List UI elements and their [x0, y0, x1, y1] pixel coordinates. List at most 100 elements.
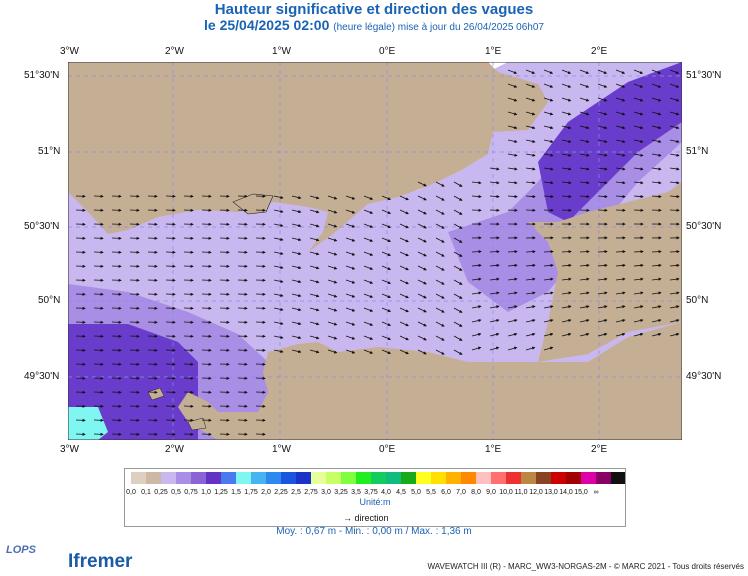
- top-tick-1e: 1°E: [485, 46, 502, 57]
- direction-arrow: [669, 277, 680, 281]
- direction-arrow: [543, 111, 554, 116]
- direction-arrow: [651, 139, 662, 143]
- direction-arrow: [615, 111, 626, 116]
- direction-arrow: [543, 250, 554, 254]
- direction-arrow: [543, 263, 554, 268]
- direction-arrow: [633, 305, 644, 309]
- direction-arrow: [327, 321, 338, 326]
- direction-arrow: [669, 194, 680, 199]
- direction-arrow: [597, 125, 608, 130]
- direction-arrow: [525, 181, 536, 185]
- direction-arrow: [615, 194, 626, 199]
- legend-label: 7,0: [456, 489, 466, 496]
- direction-arrow: [597, 277, 608, 281]
- direction-arrow: [417, 265, 427, 271]
- direction-arrow: [561, 111, 572, 116]
- bottom-tick-3w: 3°W: [60, 444, 79, 455]
- direction-arrow: [633, 111, 644, 116]
- direction-arrow: [525, 153, 536, 157]
- direction-arrow: [381, 195, 392, 200]
- direction-arrow: [363, 265, 374, 270]
- legend-direction: → direction: [343, 513, 389, 523]
- direction-arrow: [633, 139, 644, 143]
- direction-arrow: [507, 305, 518, 309]
- direction-arrow: [273, 335, 284, 339]
- direction-arrow: [399, 209, 409, 215]
- direction-arrow: [507, 291, 518, 295]
- legend-swatch: [446, 472, 461, 484]
- direction-arrow: [309, 321, 320, 326]
- direction-arrow: [669, 125, 680, 130]
- bottom-tick-0e: 0°E: [379, 444, 396, 455]
- direction-arrow: [381, 349, 392, 354]
- direction-arrow: [309, 195, 320, 200]
- direction-arrow: [489, 318, 500, 323]
- direction-arrow: [345, 223, 356, 228]
- direction-arrow: [399, 279, 409, 285]
- stats-line: Moy. : 0,67 m - Min. : 0,00 m / Max. : 1…: [276, 526, 472, 537]
- direction-arrow: [597, 153, 608, 157]
- top-tick-3w: 3°W: [60, 46, 79, 57]
- direction-arrow: [309, 265, 320, 270]
- legend-label: 3,25: [334, 489, 348, 496]
- direction-arrow: [507, 181, 518, 185]
- direction-arrow: [525, 97, 536, 102]
- legend-label: 2,0: [261, 489, 271, 496]
- legend-label: ∞: [593, 489, 599, 496]
- direction-arrow: [633, 125, 644, 130]
- direction-arrow: [399, 223, 409, 229]
- direction-arrow: [651, 263, 662, 268]
- direction-arrow: [291, 195, 302, 200]
- sea-cyan-patch: [68, 407, 108, 440]
- direction-arrow: [579, 263, 590, 268]
- legend-label: 2,75: [304, 489, 318, 496]
- direction-arrow: [399, 335, 409, 341]
- direction-arrow: [525, 111, 536, 116]
- direction-arrow: [579, 111, 590, 116]
- direction-arrow: [399, 237, 409, 243]
- direction-arrow: [507, 153, 518, 157]
- direction-arrow: [561, 181, 572, 185]
- direction-arrow: [453, 265, 463, 271]
- subtitle-date: le 25/04/2025 02:00: [204, 17, 330, 33]
- direction-arrow: [615, 277, 626, 281]
- direction-arrow: [507, 69, 518, 74]
- legend-swatch: [386, 472, 401, 484]
- direction-arrow: [633, 318, 644, 323]
- legend-label: 3,75: [364, 489, 378, 496]
- direction-arrow: [471, 346, 482, 351]
- direction-arrow: [489, 346, 500, 351]
- direction-arrow: [525, 318, 536, 323]
- legend-label: 4,5: [396, 489, 406, 496]
- direction-arrow: [327, 251, 338, 256]
- direction-arrow: [525, 291, 536, 295]
- direction-arrow: [291, 251, 302, 256]
- legend-label: 15,0: [574, 489, 588, 496]
- direction-arrow: [561, 318, 572, 323]
- direction-arrow: [669, 167, 680, 171]
- direction-arrow: [615, 69, 626, 74]
- direction-arrow: [363, 237, 374, 242]
- direction-arrow: [597, 167, 608, 171]
- legend-swatch: [281, 472, 296, 484]
- direction-arrow: [489, 291, 500, 295]
- legend-label: 8,0: [471, 489, 481, 496]
- direction-arrow: [489, 194, 500, 199]
- direction-arrow: [525, 346, 536, 351]
- legend-label: 1,75: [244, 489, 258, 496]
- legend-swatch: [401, 472, 416, 484]
- footer-credit: WAVEWATCH III (R) - MARC_WW3-NORGAS-2M -…: [427, 562, 744, 571]
- direction-arrow: [453, 195, 463, 201]
- direction-arrow: [525, 250, 536, 254]
- right-tick-50-30: 50°30'N: [686, 221, 722, 232]
- right-tick-51-30: 51°30'N: [686, 70, 722, 81]
- direction-arrow: [651, 332, 662, 337]
- direction-arrow: [273, 223, 284, 227]
- direction-arrow: [561, 305, 572, 309]
- direction-arrow: [381, 251, 392, 256]
- legend-label: 2,25: [274, 489, 288, 496]
- direction-arrow: [273, 349, 284, 353]
- direction-arrow: [579, 194, 590, 199]
- bottom-tick-2e: 2°E: [591, 444, 608, 455]
- direction-arrow: [291, 335, 302, 340]
